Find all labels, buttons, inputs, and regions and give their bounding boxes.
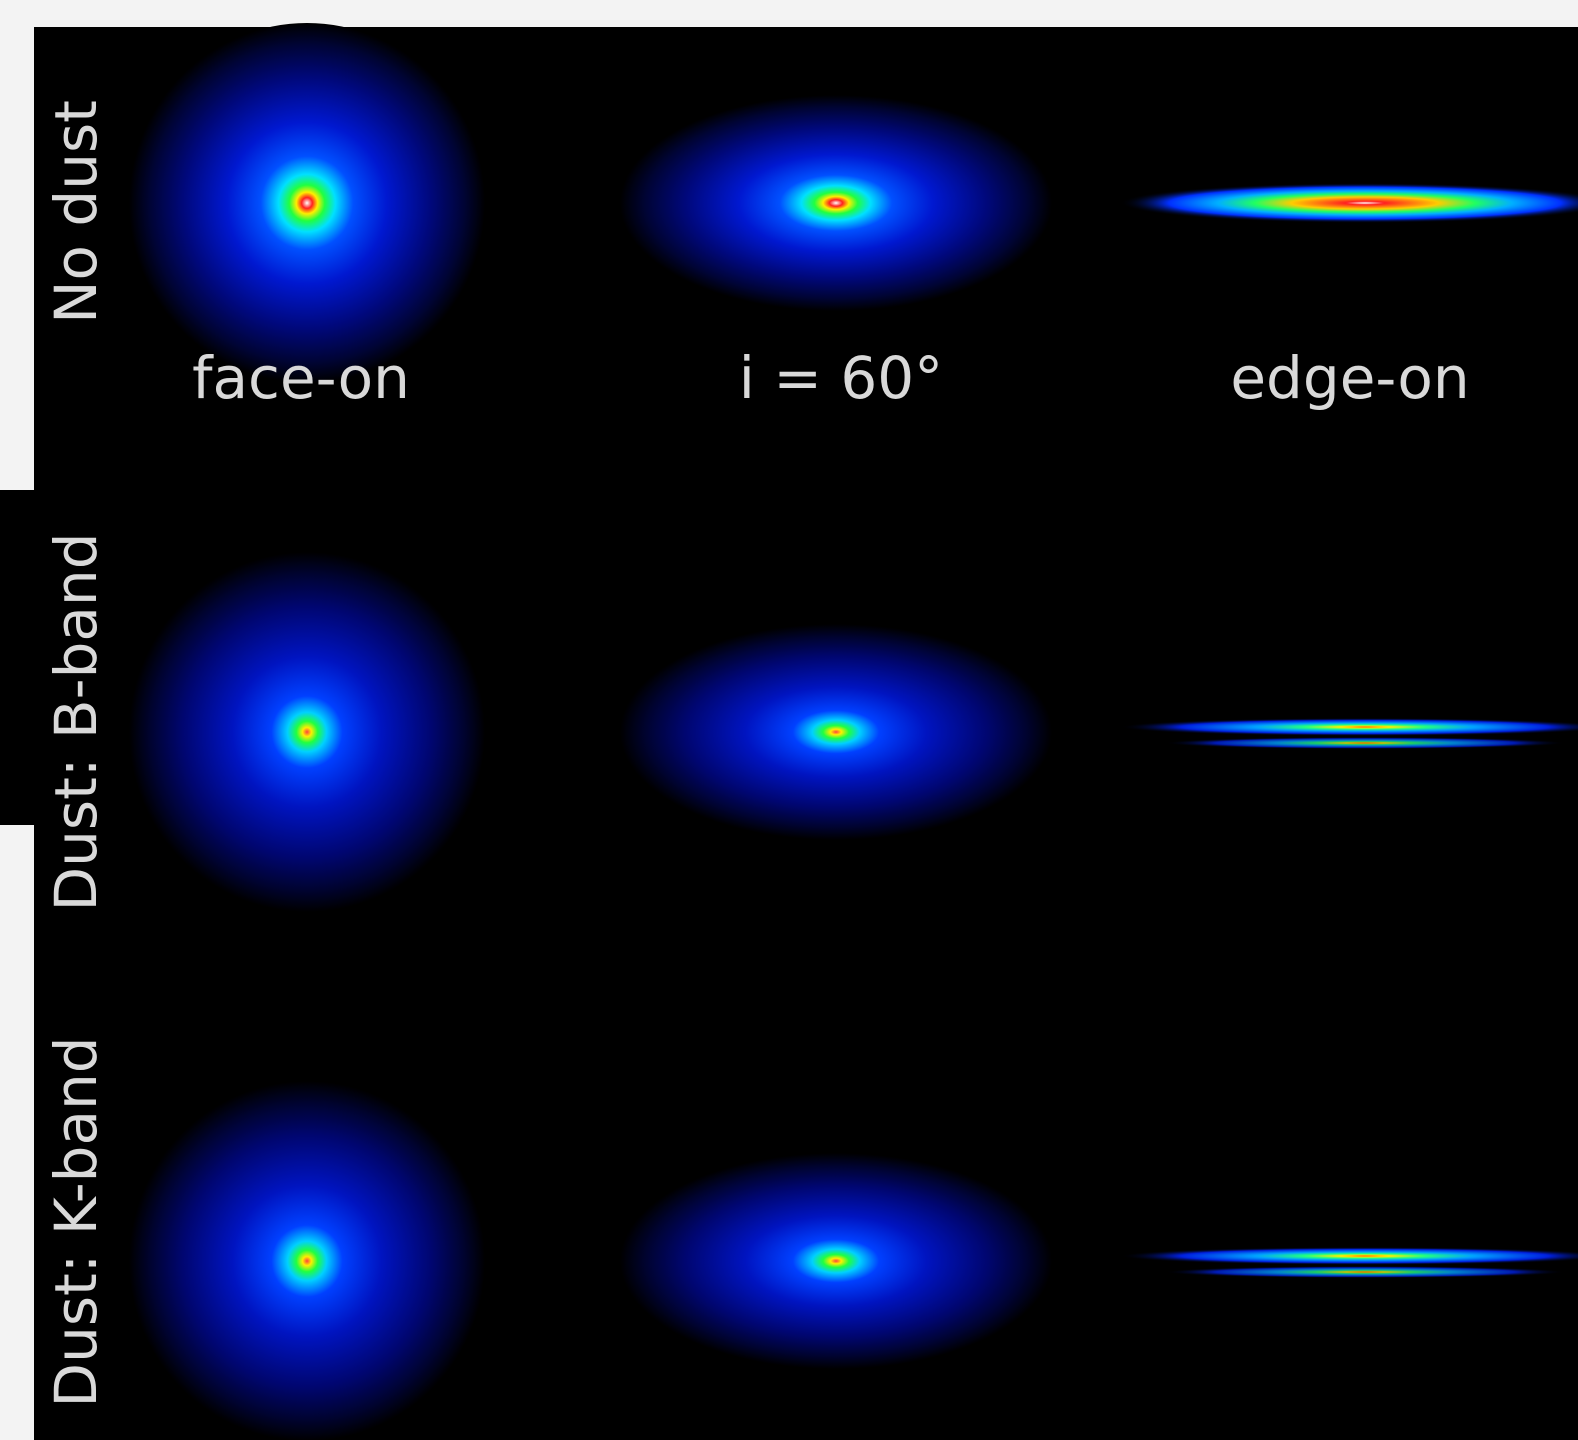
column-label: face-on (192, 344, 410, 412)
panel-background (0, 490, 34, 825)
galaxy-face-on (129, 552, 485, 912)
galaxy-inclined (620, 95, 1052, 311)
galaxy-edge-on (1165, 1266, 1565, 1278)
figure: No dust Dust: B-band Dust: K-band face-o… (0, 0, 1578, 1440)
galaxy-face-on (129, 1081, 485, 1440)
galaxy-edge-on (1165, 737, 1565, 749)
galaxy-inclined (620, 1153, 1052, 1369)
row-label: No dust (42, 100, 110, 324)
column-label: edge-on (1230, 344, 1469, 412)
row-label: Dust: B-band (42, 532, 110, 911)
row-label: Dust: K-band (42, 1036, 110, 1407)
page: No dust Dust: B-band Dust: K-band face-o… (0, 0, 1578, 1440)
galaxy-inclined (620, 624, 1052, 840)
column-label: i = 60° (739, 344, 943, 412)
galaxy-face-on (129, 23, 485, 383)
